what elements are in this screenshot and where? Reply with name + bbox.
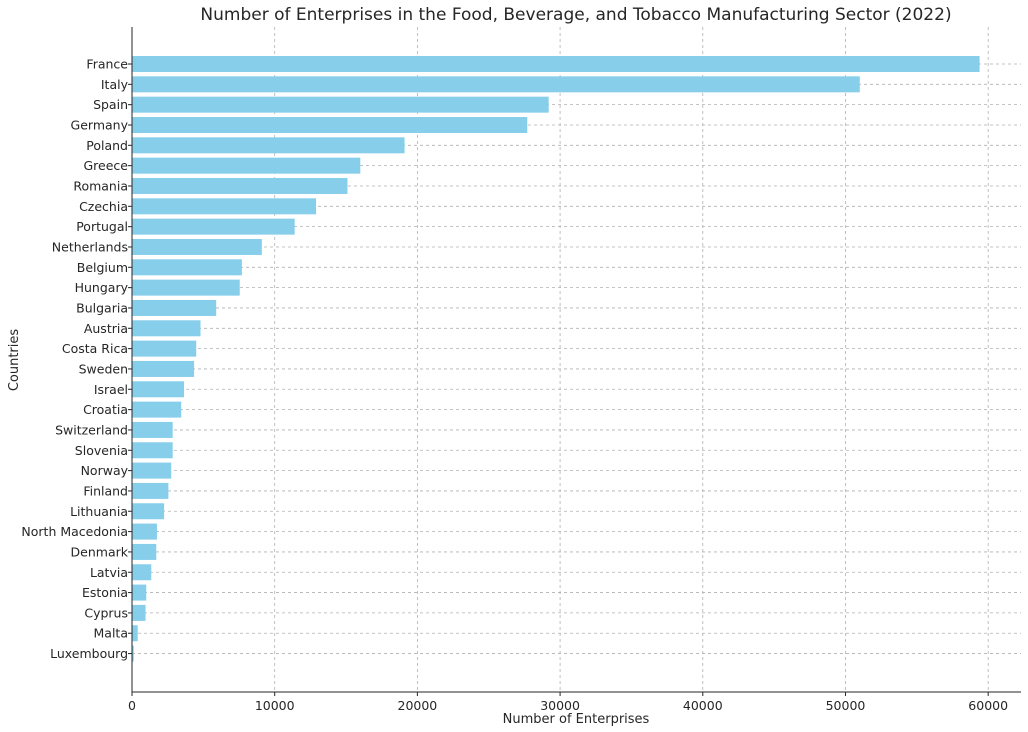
y-tick-label: Sweden	[79, 361, 128, 376]
x-tick-label: 50000	[826, 698, 866, 713]
bar	[132, 564, 152, 581]
y-tick-label: Greece	[84, 158, 129, 173]
y-tick-label: Switzerland	[55, 422, 128, 437]
y-tick-label: Netherlands	[52, 239, 128, 254]
bar	[132, 137, 405, 154]
bar	[132, 157, 361, 174]
y-tick-label: Denmark	[71, 544, 129, 559]
x-tick-label: 30000	[540, 698, 580, 713]
bar	[132, 279, 240, 296]
y-tick-label: Poland	[86, 138, 128, 153]
y-tick-label: Germany	[71, 117, 129, 132]
y-tick-label: Italy	[101, 77, 129, 92]
y-tick-label: Finland	[83, 483, 128, 498]
y-tick-label: Czechia	[79, 199, 128, 214]
x-tick-label: 20000	[398, 698, 438, 713]
y-tick-label: Bulgaria	[76, 300, 128, 315]
y-tick-label: Luxembourg	[50, 646, 128, 661]
y-tick-label: Lithuania	[70, 504, 128, 519]
bar	[132, 503, 165, 520]
bar	[132, 177, 348, 194]
y-tick-label: Israel	[94, 382, 128, 397]
chart-title: Number of Enterprises in the Food, Bever…	[200, 5, 951, 25]
y-tick-label: Spain	[93, 97, 128, 112]
y-tick-label: Belgium	[77, 260, 128, 275]
bar	[132, 442, 173, 459]
bars-layer	[132, 56, 980, 662]
grid-layer	[131, 27, 1021, 692]
y-tick-label: France	[86, 57, 128, 72]
bar	[132, 381, 185, 398]
bar	[132, 238, 262, 255]
bar	[132, 320, 201, 337]
bar	[132, 584, 147, 601]
bar	[132, 259, 242, 276]
bar	[132, 523, 157, 540]
bar	[132, 482, 169, 499]
y-tick-label: Hungary	[75, 280, 129, 295]
x-tick-label: 10000	[255, 698, 295, 713]
y-tick-label: Slovenia	[75, 443, 128, 458]
bar	[132, 116, 528, 133]
bar	[132, 340, 197, 357]
bar	[132, 299, 217, 316]
bar	[132, 401, 182, 418]
bar	[132, 543, 157, 560]
y-tick-label: Austria	[84, 321, 128, 336]
y-axis-label: Countries	[7, 329, 22, 392]
y-tick-label: Costa Rica	[62, 341, 128, 356]
y-tick-label: Romania	[73, 178, 128, 193]
bar	[132, 56, 980, 72]
bar	[132, 421, 173, 438]
labels-layer: 0 10000 20000 30000 40000 50000 60000 France Ita…	[21, 57, 1008, 714]
axes-layer	[128, 27, 1021, 696]
x-axis-label: Number of Enterprises	[503, 712, 650, 727]
y-tick-label: Malta	[94, 626, 128, 641]
bar	[132, 462, 172, 479]
y-tick-label: Portugal	[76, 219, 128, 234]
y-tick-label: North Macedonia	[21, 524, 128, 539]
y-tick-label: Estonia	[82, 585, 128, 600]
y-tick-label: Latvia	[90, 565, 128, 580]
bar	[132, 625, 138, 642]
bar	[132, 96, 549, 113]
x-tick-label: 0	[128, 698, 136, 713]
bar	[132, 76, 860, 93]
bar	[132, 360, 195, 377]
y-tick-label: Norway	[81, 463, 129, 478]
y-tick-label: Cyprus	[84, 605, 128, 620]
x-tick-label: 40000	[683, 698, 723, 713]
y-tick-label: Croatia	[83, 402, 128, 417]
x-tick-label: 60000	[968, 698, 1008, 713]
bar	[132, 218, 295, 235]
bar	[132, 645, 134, 662]
bar	[132, 198, 317, 215]
bar	[132, 604, 146, 621]
